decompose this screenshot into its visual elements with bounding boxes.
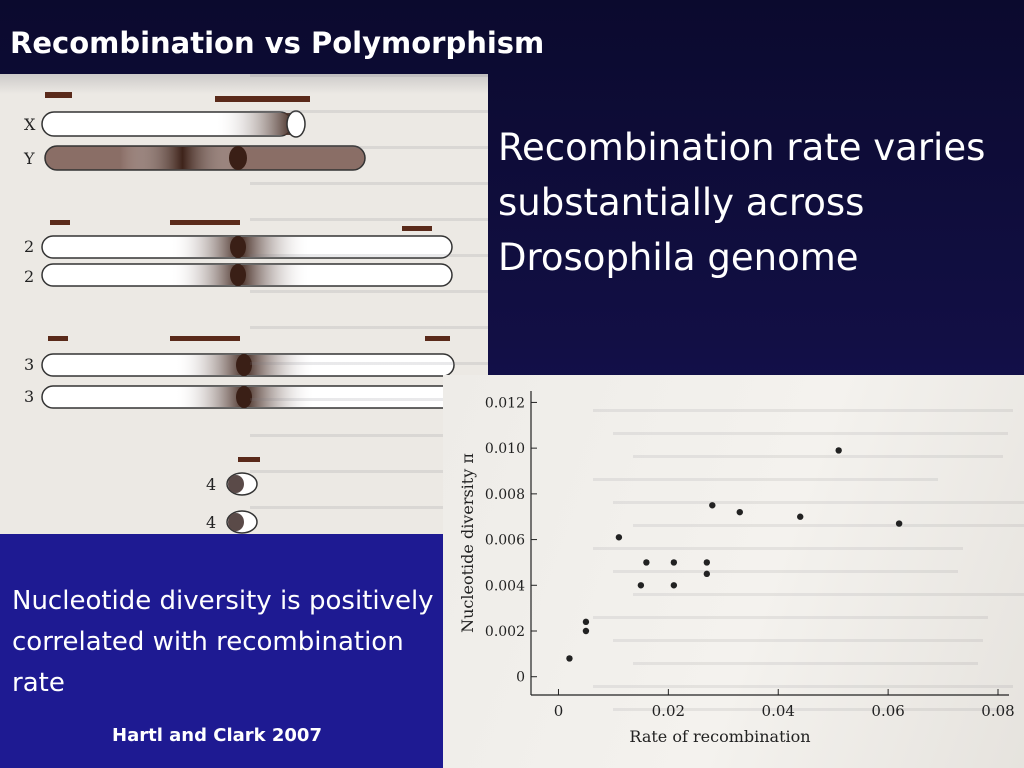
scatter-plot: 0 0.02 0.04 0.06 0.08 00.0020.0040.0060.0080… bbox=[458, 391, 1024, 746]
recombination-bar bbox=[170, 336, 240, 341]
recombination-bar bbox=[48, 336, 68, 341]
chromosome-diagram: X Y 2 2 bbox=[23, 92, 455, 534]
data-point bbox=[670, 582, 678, 589]
recombination-bar bbox=[45, 92, 72, 98]
data-point bbox=[637, 582, 645, 589]
chromosome-4-pair: 4 4 bbox=[206, 457, 260, 534]
centromere bbox=[286, 110, 306, 138]
x-ticks: 0 0.02 0.04 0.06 0.08 bbox=[554, 689, 1015, 720]
data-point bbox=[895, 520, 903, 527]
bleed-through-line bbox=[613, 639, 983, 642]
citation: Hartl and Clark 2007 bbox=[112, 725, 322, 746]
data-point bbox=[703, 570, 711, 578]
bleed-through-line bbox=[613, 432, 1008, 435]
data-point bbox=[736, 508, 743, 516]
chromosome-label: 3 bbox=[24, 387, 34, 406]
caption-panel bbox=[0, 534, 443, 768]
chromosome-x: X bbox=[24, 92, 310, 138]
chromosome-figure-photo: X Y 2 2 bbox=[0, 74, 488, 534]
chromosome-label: 3 bbox=[24, 355, 34, 374]
recombination-bar bbox=[425, 336, 450, 341]
bleed-through-line bbox=[633, 593, 1024, 596]
y-tick-label: 0.004 bbox=[485, 578, 525, 594]
scatter-plot-photo: 0 0.02 0.04 0.06 0.08 0 0.002 0.004 0.006 0.008 0… bbox=[443, 375, 1024, 768]
bleed-through-line bbox=[613, 501, 1024, 504]
centromere bbox=[229, 146, 247, 170]
data-point bbox=[835, 447, 842, 454]
x-tick-label: 0.08 bbox=[981, 702, 1014, 720]
bleed-through-text-texture bbox=[593, 409, 1024, 711]
data-point bbox=[709, 502, 716, 509]
x-axis-label: Rate of recombination bbox=[629, 727, 810, 746]
recombination-bar bbox=[238, 457, 260, 462]
data-point bbox=[797, 513, 804, 520]
x-tick-label: 0.06 bbox=[871, 702, 904, 720]
heterochromatin-band bbox=[215, 113, 293, 135]
data-point bbox=[582, 618, 590, 626]
y-tick-label: 0.012 bbox=[485, 395, 525, 411]
data-point bbox=[670, 559, 678, 566]
bleed-through-line bbox=[633, 662, 978, 665]
bleed-through-line bbox=[613, 708, 1008, 711]
chromosome-2-pair: 2 2 bbox=[24, 220, 453, 287]
centromere bbox=[230, 236, 246, 258]
x-tick-label: 0.04 bbox=[762, 702, 795, 720]
chromosome-label: 2 bbox=[24, 267, 34, 286]
y-axis-label: Nucleotide diversity π bbox=[458, 453, 477, 633]
centromere bbox=[228, 475, 244, 493]
recombination-bar bbox=[170, 220, 240, 225]
x-tick-label: 0 bbox=[554, 702, 564, 720]
page-shadow bbox=[0, 74, 488, 94]
y-tick-label: 0 bbox=[516, 670, 525, 686]
y-tick-label: 0.010 bbox=[485, 441, 525, 457]
y-tick-label: 0.002 bbox=[485, 624, 525, 640]
centromere bbox=[236, 354, 252, 376]
bleed-through-line bbox=[593, 685, 1013, 688]
data-points bbox=[566, 447, 903, 662]
bleed-through-line bbox=[593, 409, 1013, 412]
bleed-through-line bbox=[633, 524, 1024, 527]
bleed-through-line bbox=[613, 570, 958, 573]
data-point bbox=[643, 559, 650, 566]
y-tick-label: 0.008 bbox=[485, 487, 525, 503]
caption-text: Nucleotide diversity is positively corre… bbox=[12, 586, 434, 698]
centromere bbox=[230, 264, 246, 286]
bleed-through-line bbox=[593, 478, 938, 481]
chromosome-label: 4 bbox=[206, 513, 216, 532]
bleed-through-line bbox=[633, 455, 1003, 458]
chromosome-label: Y bbox=[23, 149, 35, 168]
bleed-through-line bbox=[593, 547, 963, 550]
recombination-bar bbox=[50, 220, 70, 225]
slide-title: Recombination vs Polymorphism bbox=[10, 26, 545, 60]
recombination-bar bbox=[402, 226, 432, 231]
x-tick-label: 0.02 bbox=[652, 702, 685, 720]
plot-area bbox=[530, 391, 1009, 696]
chromosome-label: 2 bbox=[24, 237, 34, 256]
data-point bbox=[566, 655, 573, 662]
centromere bbox=[228, 513, 244, 531]
y-tick-label: 0.006 bbox=[485, 533, 525, 549]
data-point bbox=[615, 534, 623, 541]
y-ticks: 0 0.002 0.004 0.006 0.008 0.010 0.012 bbox=[485, 395, 537, 686]
chromosome-label: 4 bbox=[206, 475, 216, 494]
heterochromatin-band bbox=[120, 147, 245, 169]
recombination-bar bbox=[215, 96, 310, 102]
headline-text: Recombination rate varies substantially … bbox=[498, 126, 986, 279]
bleed-through-line bbox=[593, 616, 988, 619]
chromosome-y: Y bbox=[23, 145, 366, 171]
data-point bbox=[703, 559, 711, 566]
centromere bbox=[236, 386, 252, 408]
chromosome-label: X bbox=[24, 115, 36, 134]
data-point bbox=[582, 627, 590, 635]
